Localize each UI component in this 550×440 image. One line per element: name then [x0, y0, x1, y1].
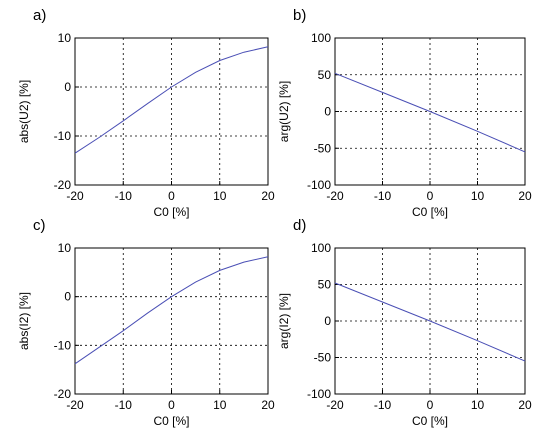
y-axis-label: abs(U2) [%] — [17, 80, 31, 143]
series-line — [74, 256, 269, 365]
y-tick-label: 0 — [324, 314, 331, 328]
y-tick-label: 0 — [324, 105, 331, 119]
x-axis-label: C0 [%] — [412, 414, 448, 428]
y-tick-label: -50 — [314, 351, 332, 365]
y-tick-label: -10 — [54, 129, 72, 143]
y-tick-label: -100 — [307, 387, 331, 401]
y-tick-label: -50 — [314, 141, 332, 155]
x-tick-label: -10 — [115, 189, 133, 203]
y-tick-label: 100 — [311, 31, 331, 45]
y-axis-label: abs(I2) [%] — [17, 292, 31, 350]
chart-panel-0: -20 -10 0 10 20 10 0 -10 -20 C0 [%] abs(U2) [%] a) — [17, 7, 275, 219]
y-axis-label: arg(I2) [%] — [277, 293, 291, 349]
x-tick-label: -20 — [66, 398, 84, 412]
y-axis-label: arg(U2) [%] — [277, 81, 291, 142]
y-tick-label: 50 — [318, 68, 332, 82]
panel-label: a) — [33, 7, 46, 24]
x-tick-label: 0 — [168, 189, 175, 203]
y-tick-label: -10 — [54, 338, 72, 352]
x-tick-label: -20 — [66, 189, 84, 203]
y-tick-label: 10 — [58, 241, 72, 255]
x-tick-label: -10 — [374, 189, 392, 203]
x-tick-label: 20 — [518, 398, 532, 412]
series-line — [74, 46, 269, 154]
panel-label: d) — [293, 217, 306, 234]
y-tick-label: 100 — [311, 241, 331, 255]
x-tick-label: 10 — [471, 189, 485, 203]
series-line — [334, 72, 526, 153]
x-tick-label: 10 — [471, 398, 485, 412]
y-tick-label: 50 — [318, 278, 332, 292]
x-tick-label: 20 — [261, 398, 275, 412]
y-tick-label: 10 — [58, 31, 72, 45]
series-line — [334, 282, 526, 362]
x-tick-label: 0 — [427, 398, 434, 412]
y-tick-label: -100 — [307, 178, 331, 192]
x-tick-label: 10 — [213, 398, 227, 412]
x-tick-label: -20 — [326, 398, 344, 412]
chart-panel-2: -20 -10 0 10 20 10 0 -10 -20 C0 [%] abs(I2) [%] c) — [17, 217, 275, 428]
panel-label: b) — [293, 7, 306, 24]
x-tick-label: 20 — [518, 189, 532, 203]
y-tick-label: -20 — [54, 387, 72, 401]
x-tick-label: -10 — [115, 398, 133, 412]
x-tick-label: 0 — [427, 189, 434, 203]
plot-area — [74, 37, 269, 186]
x-tick-label: -20 — [326, 189, 344, 203]
x-tick-label: 10 — [213, 189, 227, 203]
x-axis-label: C0 [%] — [153, 414, 189, 428]
y-tick-label: 0 — [64, 80, 71, 94]
x-tick-label: 20 — [261, 189, 275, 203]
y-tick-label: 0 — [64, 290, 71, 304]
panel-label: c) — [33, 217, 46, 234]
x-axis-label: C0 [%] — [412, 205, 448, 219]
x-axis-label: C0 [%] — [153, 205, 189, 219]
x-tick-label: 0 — [168, 398, 175, 412]
y-tick-label: -20 — [54, 178, 72, 192]
x-tick-label: -10 — [374, 398, 392, 412]
